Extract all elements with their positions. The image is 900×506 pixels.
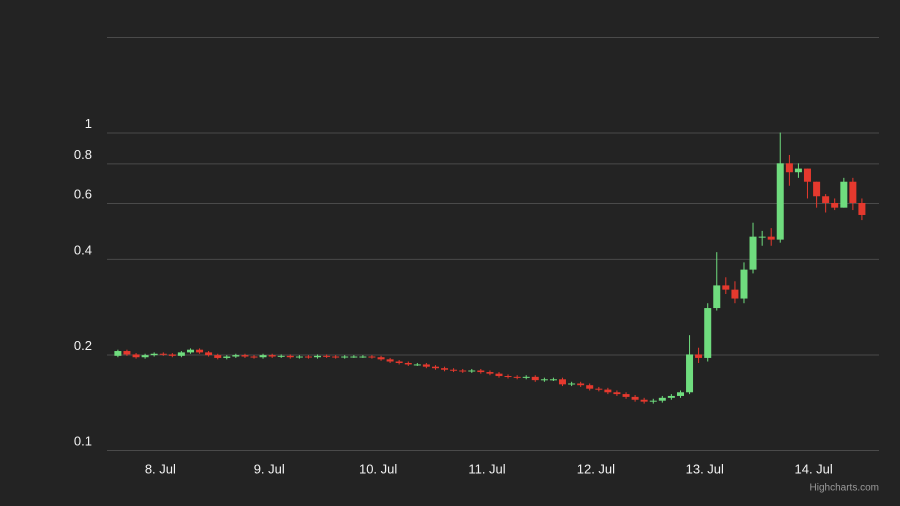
candle-body (159, 353, 167, 355)
x-tick-label: 8. Jul (145, 461, 176, 476)
candle-body (241, 355, 249, 357)
candle-body (740, 269, 748, 299)
candle-body (441, 368, 449, 370)
candle-body (214, 355, 222, 358)
candle-body (377, 357, 385, 360)
x-tick-label: 11. Jul (468, 461, 505, 476)
candle-body (831, 202, 839, 208)
candle-body (631, 396, 639, 400)
candle-body (413, 364, 421, 366)
candle-body (586, 385, 594, 389)
candle-body (395, 361, 403, 363)
candle-body (568, 383, 576, 385)
candle-body (613, 392, 621, 395)
candle-body (504, 376, 512, 378)
y-tick-label: 0.2 (74, 338, 92, 353)
candle-body (141, 355, 149, 358)
candle-body (468, 370, 476, 372)
candle-body (858, 202, 866, 215)
candle-body (749, 236, 757, 270)
candle-body (776, 163, 784, 240)
candle-body (359, 356, 367, 358)
candle-body (558, 379, 566, 385)
candle-body (168, 354, 176, 356)
candle-body (332, 356, 340, 358)
candle-body (123, 351, 131, 355)
candle-body (822, 196, 830, 203)
candle-body (794, 168, 802, 173)
candle-body (767, 236, 775, 240)
candle-body (577, 383, 585, 386)
candle-body (677, 392, 685, 396)
candle-body (849, 181, 857, 203)
candle-body (658, 397, 666, 401)
candle-body (686, 354, 694, 393)
candle-body (667, 395, 675, 398)
credits: Highcharts.com (810, 483, 879, 494)
candle-body (785, 163, 793, 173)
candle-body (223, 356, 231, 358)
candle-body (549, 379, 557, 381)
y-tick-label: 1 (85, 116, 92, 131)
candle-body (187, 349, 195, 353)
candle-body (450, 369, 458, 371)
candle-body (649, 400, 657, 402)
candle-body (205, 352, 213, 356)
x-tick-label: 10. Jul (359, 461, 397, 476)
candle-body (432, 366, 440, 369)
candle-body (295, 356, 303, 358)
candle-body (350, 356, 358, 358)
candle-body (522, 376, 530, 378)
candle-body (713, 285, 721, 309)
candle-body (177, 352, 185, 356)
x-tick-label: 14. Jul (795, 461, 833, 476)
candle-body (813, 181, 821, 197)
y-tick-label: 0.1 (74, 433, 92, 448)
candle-body (304, 356, 312, 358)
candle-body (132, 354, 140, 358)
candle-body (731, 289, 739, 299)
x-tick-label: 12. Jul (577, 461, 615, 476)
candle-body (640, 399, 648, 402)
candle-body (840, 181, 848, 208)
candle-body (250, 356, 258, 358)
candle-body (722, 285, 730, 290)
candle-body (313, 355, 321, 358)
candle-body (259, 355, 267, 358)
x-tick-label: 9. Jul (254, 461, 285, 476)
candle-body (758, 236, 766, 238)
x-tick-label: 13. Jul (686, 461, 724, 476)
candle-body (486, 372, 494, 374)
candle-body (150, 353, 158, 356)
candle-body (422, 364, 430, 367)
candle-body (604, 389, 612, 393)
candle-body (196, 349, 204, 353)
y-tick-label: 0.4 (74, 242, 92, 257)
candle-body (277, 355, 285, 357)
candle-body (286, 355, 294, 358)
candle-body (495, 373, 503, 377)
candle-body (622, 394, 630, 397)
candle-body (513, 376, 521, 378)
candle-body (386, 359, 394, 362)
candle-body (459, 370, 467, 372)
candle-body (695, 354, 703, 358)
candle-body (268, 355, 276, 357)
candle-body (323, 355, 331, 357)
candle-body (232, 355, 240, 357)
candle-body (531, 376, 539, 381)
candle-body (114, 351, 122, 356)
candle-body (368, 356, 376, 358)
candle-body (477, 370, 485, 373)
candle-body (341, 356, 349, 358)
candle-body (540, 379, 548, 381)
candle-body (704, 308, 712, 358)
y-tick-label: 0.6 (74, 186, 92, 201)
candle-body (803, 168, 811, 182)
candle-body (595, 388, 603, 390)
candle-body (404, 362, 412, 365)
y-tick-label: 0.8 (74, 147, 92, 162)
